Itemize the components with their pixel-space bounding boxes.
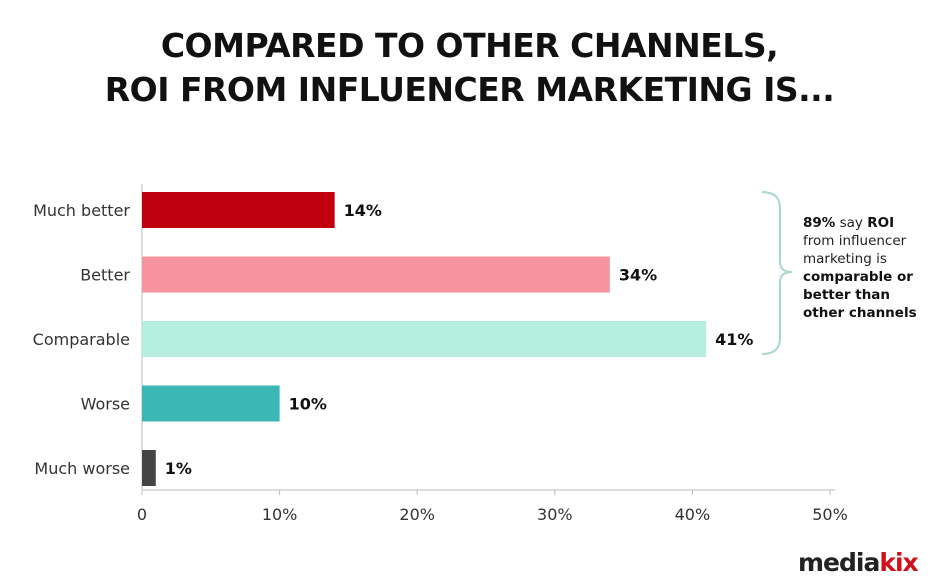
category-label: Comparable [33, 330, 130, 349]
bar-much-better [142, 192, 335, 228]
data-label: 14% [344, 201, 382, 220]
bar-better [142, 256, 610, 293]
category-label: Much worse [34, 459, 130, 478]
title-line-1: COMPARED TO OTHER CHANNELS, [160, 26, 779, 65]
bar-comparable [142, 321, 707, 357]
annotation-end: comparable or better than other channels [803, 269, 917, 321]
data-label: 41% [715, 330, 753, 349]
brace-bracket [761, 191, 793, 355]
bar-much-worse [142, 450, 156, 486]
x-tick-label: 20% [399, 505, 435, 524]
mediakix-logo: mediakix [798, 548, 919, 577]
data-label: 34% [619, 266, 657, 285]
annotation-say: say [835, 215, 868, 231]
annotation-percent: 89% [803, 215, 836, 231]
category-label: Better [80, 266, 130, 285]
chart-title: COMPARED TO OTHER CHANNELS, ROI FROM INF… [0, 24, 939, 112]
bar-worse [142, 385, 280, 422]
annotation-roi: ROI [867, 215, 895, 231]
data-label: 10% [289, 395, 327, 414]
x-tick-label: 40% [675, 505, 711, 524]
annotation-mid: from influencer marketing is [803, 233, 907, 267]
annotation-text: 89% say ROI from influencer marketing is… [803, 214, 928, 322]
category-label: Much better [33, 201, 130, 220]
x-tick-label: 50% [812, 505, 848, 524]
x-tick-label: 30% [537, 505, 573, 524]
x-tick-label: 10% [262, 505, 298, 524]
x-tick-label: 0 [137, 505, 147, 524]
category-label: Worse [81, 395, 130, 414]
data-label: 1% [165, 459, 192, 478]
title-line-2: ROI FROM INFLUENCER MARKETING IS... [104, 70, 835, 109]
